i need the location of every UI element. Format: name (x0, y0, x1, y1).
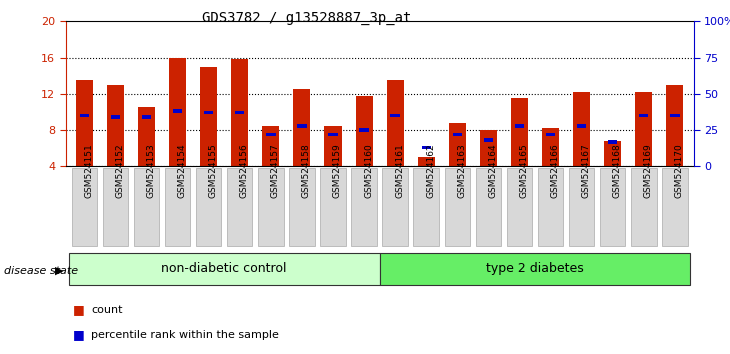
Bar (204, 111, 213, 114)
Bar (511, 98, 528, 166)
FancyBboxPatch shape (258, 168, 283, 246)
Bar (142, 115, 151, 119)
FancyBboxPatch shape (134, 168, 159, 246)
Bar (577, 124, 586, 127)
FancyBboxPatch shape (196, 168, 221, 246)
Bar (266, 133, 275, 136)
Text: GSM524165: GSM524165 (520, 143, 529, 198)
Bar (453, 133, 462, 136)
Bar (359, 128, 369, 132)
Bar (173, 109, 182, 113)
Bar (297, 124, 307, 127)
Bar (231, 59, 248, 166)
Text: ▶: ▶ (55, 266, 64, 276)
Bar (608, 140, 618, 143)
FancyBboxPatch shape (631, 168, 656, 246)
Text: GSM524152: GSM524152 (115, 143, 124, 198)
Bar (328, 133, 338, 136)
Bar (573, 92, 590, 166)
Bar (484, 138, 493, 142)
FancyBboxPatch shape (227, 168, 253, 246)
Bar (666, 85, 683, 166)
FancyBboxPatch shape (351, 168, 377, 246)
Bar (421, 146, 431, 149)
FancyBboxPatch shape (289, 168, 315, 246)
Text: percentile rank within the sample: percentile rank within the sample (91, 330, 279, 339)
Bar (111, 115, 120, 119)
Text: count: count (91, 305, 123, 315)
FancyBboxPatch shape (507, 168, 532, 246)
Bar (449, 123, 466, 166)
Bar (293, 89, 310, 166)
FancyBboxPatch shape (72, 168, 97, 246)
Text: GSM524168: GSM524168 (612, 143, 622, 198)
Text: GSM524167: GSM524167 (582, 143, 591, 198)
Text: GSM524164: GSM524164 (488, 143, 497, 198)
FancyBboxPatch shape (165, 168, 191, 246)
FancyBboxPatch shape (662, 168, 688, 246)
FancyBboxPatch shape (380, 253, 691, 285)
Text: GSM524163: GSM524163 (457, 143, 466, 198)
FancyBboxPatch shape (600, 168, 626, 246)
Bar (391, 114, 400, 118)
Text: GSM524166: GSM524166 (550, 143, 559, 198)
Bar (515, 124, 524, 127)
Text: GSM524158: GSM524158 (302, 143, 311, 198)
Bar (670, 114, 680, 118)
FancyBboxPatch shape (69, 253, 380, 285)
FancyBboxPatch shape (445, 168, 470, 246)
Text: type 2 diabetes: type 2 diabetes (486, 262, 584, 275)
Bar (169, 57, 186, 166)
Bar (542, 128, 559, 166)
Text: ■: ■ (73, 303, 85, 316)
Bar (80, 114, 89, 118)
Bar (418, 157, 435, 166)
Text: non-diabetic control: non-diabetic control (161, 262, 287, 275)
Text: GSM524155: GSM524155 (209, 143, 218, 198)
FancyBboxPatch shape (383, 168, 408, 246)
Bar (604, 141, 621, 166)
Bar (107, 85, 124, 166)
Bar (235, 111, 245, 114)
Bar (639, 114, 648, 118)
Bar (546, 133, 556, 136)
Text: GSM524161: GSM524161 (395, 143, 404, 198)
Text: GSM524154: GSM524154 (177, 143, 187, 198)
Text: GSM524169: GSM524169 (644, 143, 653, 198)
Text: GSM524153: GSM524153 (147, 143, 155, 198)
Text: GSM524160: GSM524160 (364, 143, 373, 198)
FancyBboxPatch shape (476, 168, 501, 246)
FancyBboxPatch shape (320, 168, 346, 246)
Text: GDS3782 / g13528887_3p_at: GDS3782 / g13528887_3p_at (202, 11, 411, 25)
Text: disease state: disease state (4, 266, 78, 276)
Text: GSM524170: GSM524170 (675, 143, 684, 198)
Bar (324, 126, 342, 166)
FancyBboxPatch shape (413, 168, 439, 246)
Text: ■: ■ (73, 328, 85, 341)
Text: GSM524157: GSM524157 (271, 143, 280, 198)
FancyBboxPatch shape (103, 168, 128, 246)
Bar (138, 107, 155, 166)
Bar (200, 67, 218, 166)
Bar (387, 80, 404, 166)
Bar (262, 126, 280, 166)
Text: GSM524162: GSM524162 (426, 143, 435, 198)
FancyBboxPatch shape (538, 168, 564, 246)
Text: GSM524151: GSM524151 (85, 143, 93, 198)
Bar (76, 80, 93, 166)
FancyBboxPatch shape (569, 168, 594, 246)
Bar (356, 96, 372, 166)
Bar (635, 92, 653, 166)
Bar (480, 130, 497, 166)
Text: GSM524159: GSM524159 (333, 143, 342, 198)
Text: GSM524156: GSM524156 (239, 143, 249, 198)
